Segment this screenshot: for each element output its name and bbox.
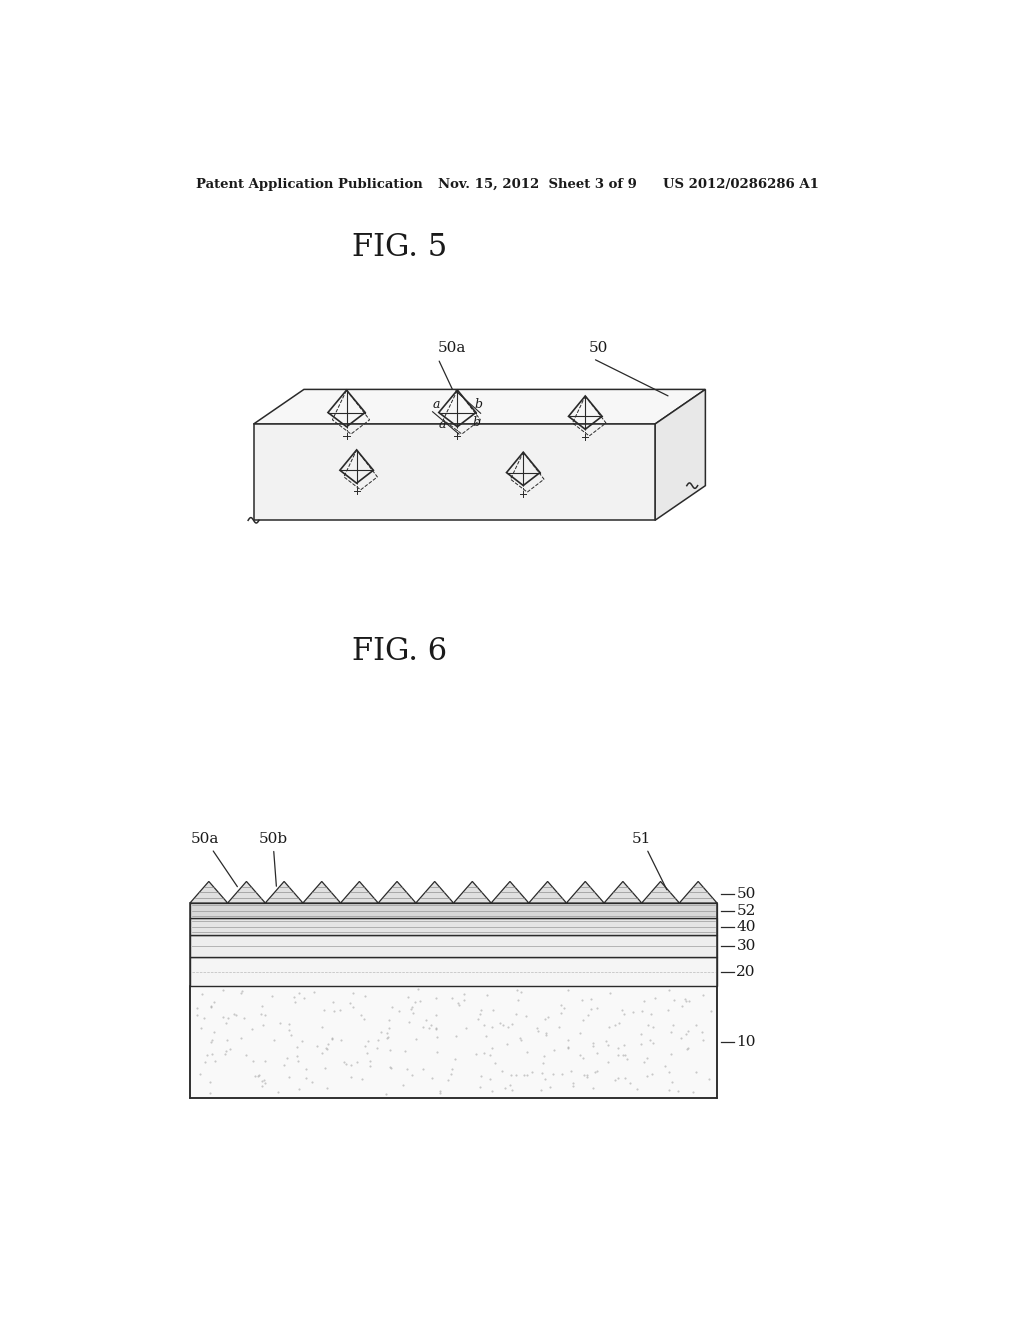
Polygon shape bbox=[190, 903, 717, 919]
Text: b: b bbox=[473, 416, 481, 429]
Polygon shape bbox=[679, 882, 717, 903]
Text: 50: 50 bbox=[736, 887, 756, 902]
Polygon shape bbox=[604, 882, 642, 903]
Text: FIG. 5: FIG. 5 bbox=[351, 231, 446, 263]
Text: 40: 40 bbox=[736, 920, 756, 933]
Text: 50a: 50a bbox=[438, 341, 466, 355]
Text: 50b: 50b bbox=[258, 832, 288, 886]
Polygon shape bbox=[190, 936, 717, 957]
Polygon shape bbox=[254, 389, 706, 424]
Polygon shape bbox=[528, 882, 566, 903]
Text: 10: 10 bbox=[736, 1035, 756, 1049]
Polygon shape bbox=[454, 882, 492, 903]
Text: FIG. 6: FIG. 6 bbox=[351, 636, 446, 667]
Polygon shape bbox=[341, 882, 378, 903]
Polygon shape bbox=[227, 882, 265, 903]
Text: Nov. 15, 2012  Sheet 3 of 9: Nov. 15, 2012 Sheet 3 of 9 bbox=[438, 178, 637, 190]
Text: 52: 52 bbox=[736, 904, 756, 917]
Polygon shape bbox=[492, 882, 528, 903]
Text: US 2012/0286286 A1: US 2012/0286286 A1 bbox=[663, 178, 818, 190]
Text: 51: 51 bbox=[632, 832, 667, 890]
Text: a: a bbox=[438, 418, 445, 430]
Polygon shape bbox=[303, 882, 341, 903]
Polygon shape bbox=[265, 882, 303, 903]
Polygon shape bbox=[190, 986, 717, 1098]
Polygon shape bbox=[566, 882, 604, 903]
Text: 20: 20 bbox=[736, 965, 756, 978]
Text: 50a: 50a bbox=[190, 832, 238, 887]
Polygon shape bbox=[190, 919, 717, 936]
Polygon shape bbox=[642, 882, 679, 903]
Text: 30: 30 bbox=[736, 939, 756, 953]
Text: a: a bbox=[433, 397, 440, 411]
Text: 50: 50 bbox=[589, 341, 608, 355]
Text: b: b bbox=[474, 397, 482, 411]
Text: Patent Application Publication: Patent Application Publication bbox=[197, 178, 423, 190]
Polygon shape bbox=[190, 882, 227, 903]
Polygon shape bbox=[378, 882, 416, 903]
Polygon shape bbox=[254, 424, 655, 520]
Polygon shape bbox=[655, 389, 706, 520]
Polygon shape bbox=[416, 882, 454, 903]
Polygon shape bbox=[190, 957, 717, 986]
